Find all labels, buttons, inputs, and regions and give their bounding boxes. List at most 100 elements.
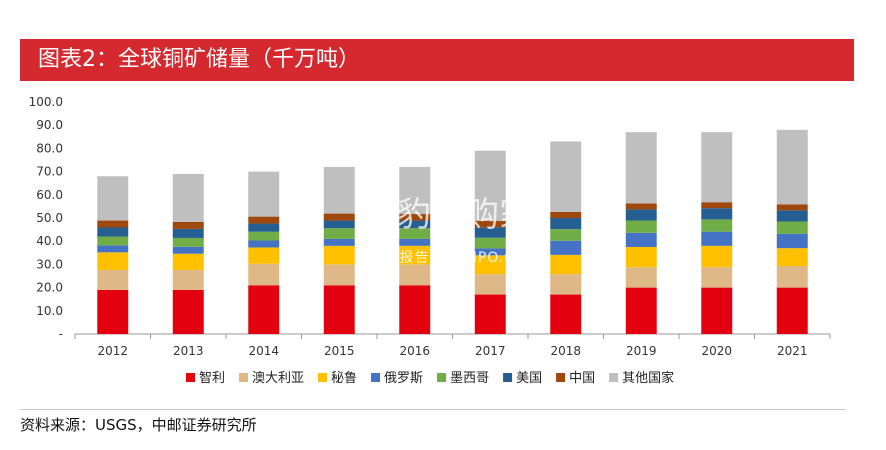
divider-line bbox=[20, 409, 846, 410]
y-tick-label: 70.0 bbox=[36, 165, 63, 179]
bar-segment bbox=[97, 245, 129, 253]
legend-label: 其他国家 bbox=[622, 370, 674, 386]
y-axis: - 10.0 20.0 30.0 40.0 50.0 60.0 70.0 80.0 90.0 100… bbox=[29, 95, 63, 341]
legend-label: 秘鲁 bbox=[331, 371, 357, 386]
bar-segment bbox=[172, 289, 204, 334]
watermark-sub: 行业报告 | IPOIPO.CN bbox=[370, 250, 527, 266]
source-note: 资料来源：USGS，中邮证券研究所 bbox=[20, 416, 257, 434]
bar-segment bbox=[550, 141, 582, 212]
bar-segment bbox=[474, 227, 506, 238]
bar-segment bbox=[625, 209, 657, 221]
legend-swatch bbox=[503, 373, 513, 382]
bar-segment bbox=[701, 219, 733, 232]
stacked-bar-chart: - 10.0 20.0 30.0 40.0 50.0 60.0 70.0 80.0 90.0 100… bbox=[29, 95, 831, 386]
watermark: 头豹并购家 行业报告 | IPOIPO.CN bbox=[363, 195, 533, 266]
y-tick-label: 30.0 bbox=[36, 257, 63, 271]
bar-segment bbox=[172, 173, 204, 222]
bar-segment bbox=[248, 231, 280, 241]
bar-segment bbox=[248, 263, 280, 286]
bars bbox=[97, 129, 808, 334]
bar-segment bbox=[625, 132, 657, 204]
bar-segment bbox=[97, 227, 129, 237]
bar-segment bbox=[701, 202, 733, 209]
bar-segment bbox=[625, 267, 657, 288]
bar-segment bbox=[625, 287, 657, 334]
x-tick-label: 2019 bbox=[626, 344, 657, 358]
legend-label: 中国 bbox=[569, 371, 595, 386]
bar-segment bbox=[248, 171, 280, 217]
bar-segment bbox=[323, 228, 355, 239]
legend-label: 澳大利亚 bbox=[252, 370, 304, 386]
bar-segment bbox=[701, 245, 733, 268]
x-tick-label: 2021 bbox=[777, 344, 808, 358]
legend-swatch bbox=[556, 373, 566, 382]
bar-segment bbox=[323, 285, 355, 334]
bar-segment bbox=[474, 150, 506, 222]
legend-label: 俄罗斯 bbox=[384, 371, 423, 386]
bar-segment bbox=[323, 264, 355, 286]
bar-segment bbox=[172, 237, 204, 247]
x-tick-label: 2020 bbox=[701, 344, 732, 358]
bar-segment bbox=[399, 285, 431, 334]
x-tick-label: 2016 bbox=[399, 344, 430, 358]
bar-segment bbox=[625, 203, 657, 210]
y-tick-label: 60.0 bbox=[36, 188, 63, 202]
bar-segment bbox=[172, 246, 204, 254]
x-tick-label: 2014 bbox=[248, 344, 279, 358]
bar-segment bbox=[776, 204, 808, 211]
bar-segment bbox=[97, 176, 129, 221]
bar-segment bbox=[474, 255, 506, 275]
y-tick-label: 50.0 bbox=[36, 211, 63, 225]
bar-segment bbox=[399, 228, 431, 239]
bar-segment bbox=[776, 233, 808, 249]
x-tick-label: 2015 bbox=[324, 344, 355, 358]
bar-segment bbox=[97, 220, 129, 228]
legend-label: 美国 bbox=[516, 371, 542, 386]
bar-segment bbox=[625, 220, 657, 233]
legend-swatch bbox=[186, 373, 195, 382]
bar-segment bbox=[776, 266, 808, 288]
bar-segment bbox=[248, 223, 280, 232]
bar-segment bbox=[776, 248, 808, 267]
bar-segment bbox=[172, 269, 204, 290]
y-tick-label: 10.0 bbox=[36, 304, 63, 318]
bar-segment bbox=[323, 238, 355, 246]
bar-segment bbox=[550, 211, 582, 218]
chart-title: 图表2：全球铜矿储量（千万吨） bbox=[38, 47, 360, 72]
bar-segment bbox=[248, 216, 280, 224]
bar-segment bbox=[399, 214, 431, 221]
y-tick-label: 20.0 bbox=[36, 281, 63, 295]
bar-segment bbox=[172, 221, 204, 229]
bar-segment bbox=[625, 232, 657, 247]
bar-segment bbox=[776, 129, 808, 205]
bar-segment bbox=[776, 221, 808, 234]
bar-segment bbox=[248, 247, 280, 264]
title-bar: 图表2：全球铜矿储量（千万吨） bbox=[20, 39, 854, 81]
bar-segment bbox=[399, 264, 431, 286]
bar-segment bbox=[474, 237, 506, 249]
x-axis: 2012 2013 2014 2015 2016 2017 2018 2019 2020 2021 bbox=[74, 333, 831, 358]
bar-segment bbox=[97, 289, 129, 334]
legend-swatch bbox=[609, 373, 619, 382]
bar-segment bbox=[248, 240, 280, 248]
bar-segment bbox=[776, 210, 808, 222]
bar-segment bbox=[701, 287, 733, 334]
bar-segment bbox=[399, 245, 431, 265]
bar-segment bbox=[323, 245, 355, 265]
legend-label: 智利 bbox=[199, 371, 225, 386]
bar-segment bbox=[550, 274, 582, 295]
x-tick-label: 2018 bbox=[550, 344, 581, 358]
bar-segment bbox=[474, 294, 506, 334]
bar-segment bbox=[550, 218, 582, 230]
bar-segment bbox=[474, 221, 506, 228]
bar-segment bbox=[399, 220, 431, 229]
bar-segment bbox=[550, 229, 582, 241]
bar-segment bbox=[701, 231, 733, 246]
y-tick-label: 100.0 bbox=[29, 95, 63, 109]
bar-segment bbox=[625, 247, 657, 268]
bar-segment bbox=[399, 238, 431, 246]
x-tick-label: 2017 bbox=[475, 344, 506, 358]
watermark-main: 头豹并购家 bbox=[363, 195, 533, 235]
bar-segment bbox=[97, 269, 129, 290]
y-tick-label: 90.0 bbox=[36, 118, 63, 132]
